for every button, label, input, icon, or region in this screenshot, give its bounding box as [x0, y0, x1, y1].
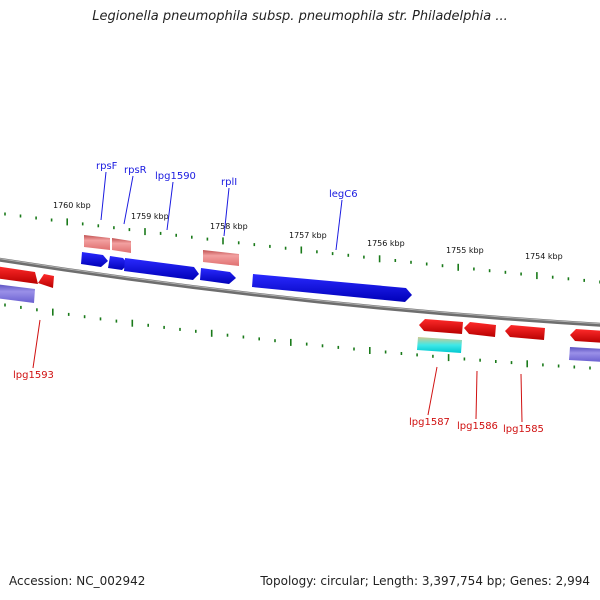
gene-rpsR[interactable]: [108, 256, 128, 270]
label-lpg1590[interactable]: lpg1590: [155, 171, 196, 182]
leader-lpg1585: [520, 373, 523, 423]
cyan-feature[interactable]: [417, 337, 462, 353]
pseudo-feature-left[interactable]: [0, 284, 35, 303]
lower-tick-track: [4, 303, 591, 370]
label-lpg1585[interactable]: lpg1585: [503, 424, 544, 435]
gene-reverse-right-edge[interactable]: [570, 329, 600, 343]
leader-lpg1593: [32, 319, 41, 369]
map-title: Legionella pneumophila subsp. pneumophil…: [92, 9, 508, 24]
rna-feature-rpsF[interactable]: [84, 235, 110, 250]
genome-backbone: [0, 257, 600, 327]
label-lpg1593[interactable]: lpg1593: [13, 370, 54, 381]
leader-rpsF: [100, 171, 107, 221]
genome-backbone-highlight: [0, 258, 600, 325]
label-rpsF[interactable]: rpsF: [96, 161, 118, 172]
leader-lpg1587: [427, 366, 438, 416]
label-lpg1587[interactable]: lpg1587: [409, 417, 450, 428]
gene-lpg1590[interactable]: [124, 258, 199, 280]
label-rpsR[interactable]: rpsR: [124, 165, 147, 176]
label-legC6[interactable]: legC6: [329, 189, 358, 200]
gene-legC6[interactable]: [252, 274, 412, 302]
scale-label-1754: 1754 kbp: [525, 252, 563, 261]
leader-rpsR: [123, 175, 134, 225]
rna-feature-rplI[interactable]: [203, 250, 239, 266]
gene-lpg1586[interactable]: [464, 322, 496, 337]
leader-rplI: [223, 187, 230, 237]
gene-lpg1585[interactable]: [505, 325, 545, 340]
accession-text: Accession: NC_002942: [9, 574, 146, 588]
gene-reverse-small-left[interactable]: [38, 274, 54, 288]
rna-feature-rpsR[interactable]: [112, 238, 131, 253]
scale-label-1755: 1755 kbp: [446, 246, 484, 255]
scale-label-1759: 1759 kbp: [131, 212, 169, 221]
gene-rplI[interactable]: [200, 268, 236, 284]
scale-label-1756: 1756 kbp: [367, 239, 405, 248]
pseudo-feature-right[interactable]: [569, 347, 600, 362]
label-rplI[interactable]: rplI: [221, 177, 237, 188]
scale-label-1757: 1757 kbp: [289, 231, 327, 240]
gene-reverse-left-edge[interactable]: [0, 266, 38, 284]
leader-lpg1586: [475, 370, 478, 420]
gene-lpg1587[interactable]: [419, 319, 463, 334]
scale-label-1760: 1760 kbp: [53, 201, 91, 210]
leader-legC6: [335, 199, 343, 251]
upper-tick-track: [4, 212, 600, 284]
label-lpg1586[interactable]: lpg1586: [457, 421, 498, 432]
leader-lpg1590: [166, 181, 174, 231]
scale-label-1758: 1758 kbp: [210, 222, 248, 231]
genome-summary-text: Topology: circular; Length: 3,397,754 bp…: [260, 574, 590, 588]
gene-rpsF[interactable]: [81, 252, 108, 267]
